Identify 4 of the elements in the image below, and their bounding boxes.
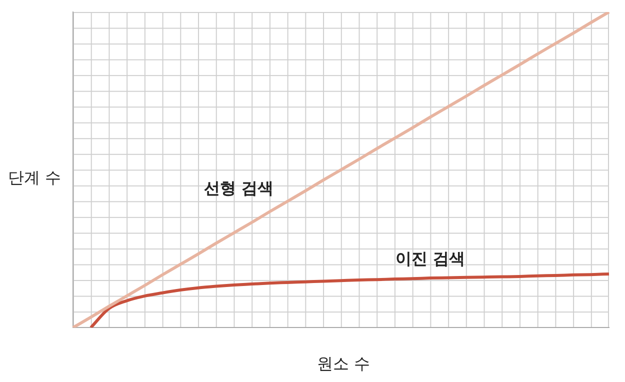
series-label: 선형 검색: [204, 178, 274, 198]
series-label: 이진 검색: [396, 249, 466, 268]
x-axis-title: 원소 수: [316, 354, 372, 375]
y-axis-title: 단계 수: [8, 168, 62, 188]
